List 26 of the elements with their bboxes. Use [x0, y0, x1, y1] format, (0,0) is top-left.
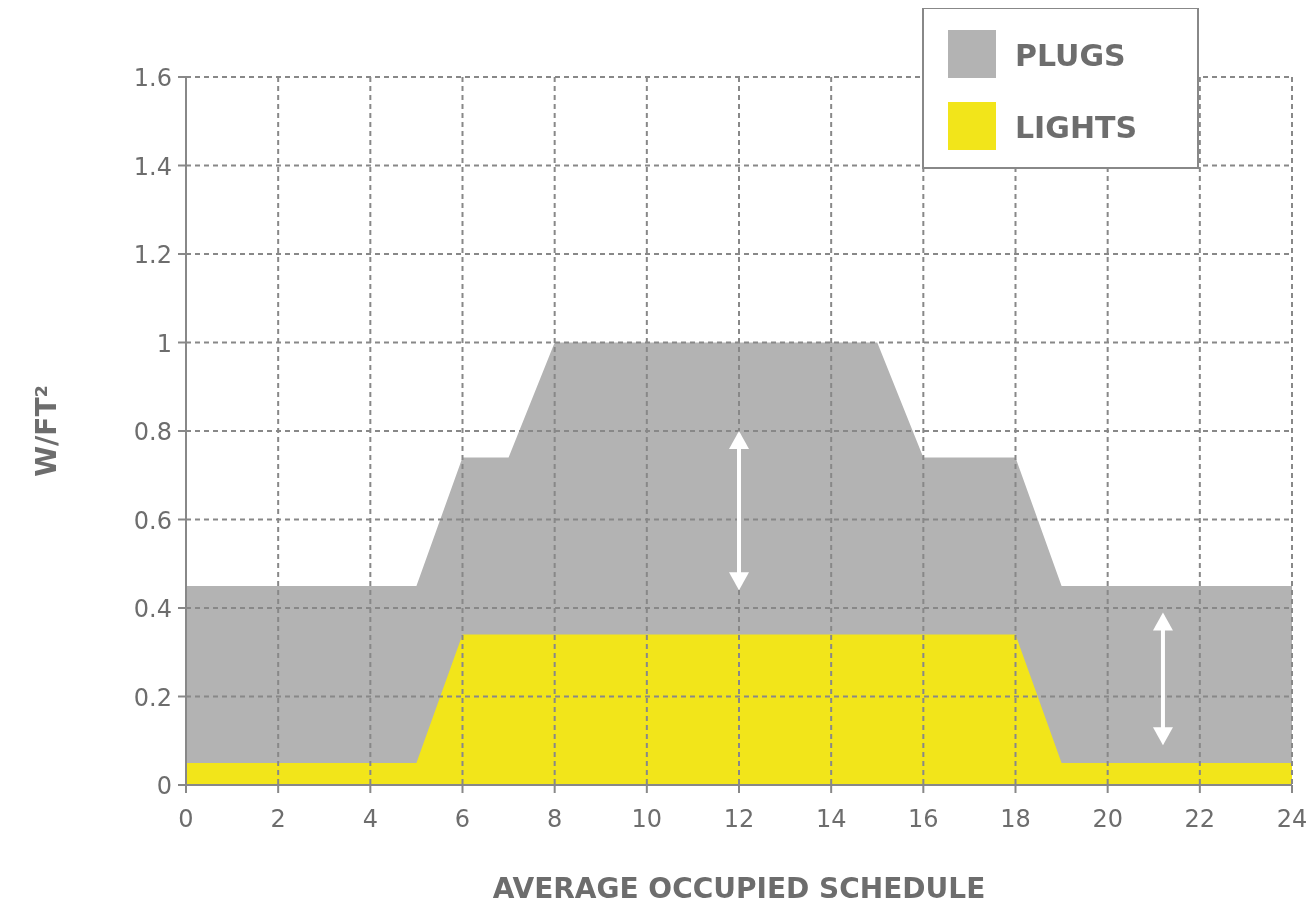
- y-tick-label: 1.2: [133, 241, 172, 269]
- x-tick-label: 24: [1276, 805, 1308, 833]
- x-tick-label: 10: [631, 805, 663, 833]
- x-tick-label: 8: [547, 805, 563, 833]
- y-axis-title: W/FT²: [30, 385, 63, 477]
- x-tick-label: 2: [270, 805, 286, 833]
- legend-label: LIGHTS: [1015, 110, 1138, 145]
- x-tick-label: 0: [178, 805, 194, 833]
- x-tick-label: 18: [1000, 805, 1031, 833]
- y-tick-label: 1.4: [133, 152, 172, 181]
- y-tick-label: 0.4: [133, 595, 172, 623]
- x-tick-label: 22: [1184, 805, 1216, 833]
- x-tick-label: 6: [454, 805, 471, 833]
- y-tick-label: 0.6: [133, 506, 172, 535]
- x-tick-label: 12: [723, 805, 755, 833]
- legend-label: PLUGS: [1015, 38, 1126, 73]
- x-tick-label: 14: [815, 805, 847, 833]
- y-tick-label: 1.6: [133, 64, 172, 92]
- x-axis-title: AVERAGE OCCUPIED SCHEDULE: [492, 872, 986, 905]
- x-tick-label: 4: [362, 805, 378, 833]
- y-tick-label: 0.8: [133, 418, 172, 446]
- x-tick-label: 16: [908, 805, 939, 833]
- y-tick-label: 1: [156, 329, 172, 358]
- y-tick-label: 0: [156, 772, 172, 800]
- x-tick-label: 20: [1092, 805, 1123, 833]
- y-tick-label: 0.2: [133, 683, 172, 712]
